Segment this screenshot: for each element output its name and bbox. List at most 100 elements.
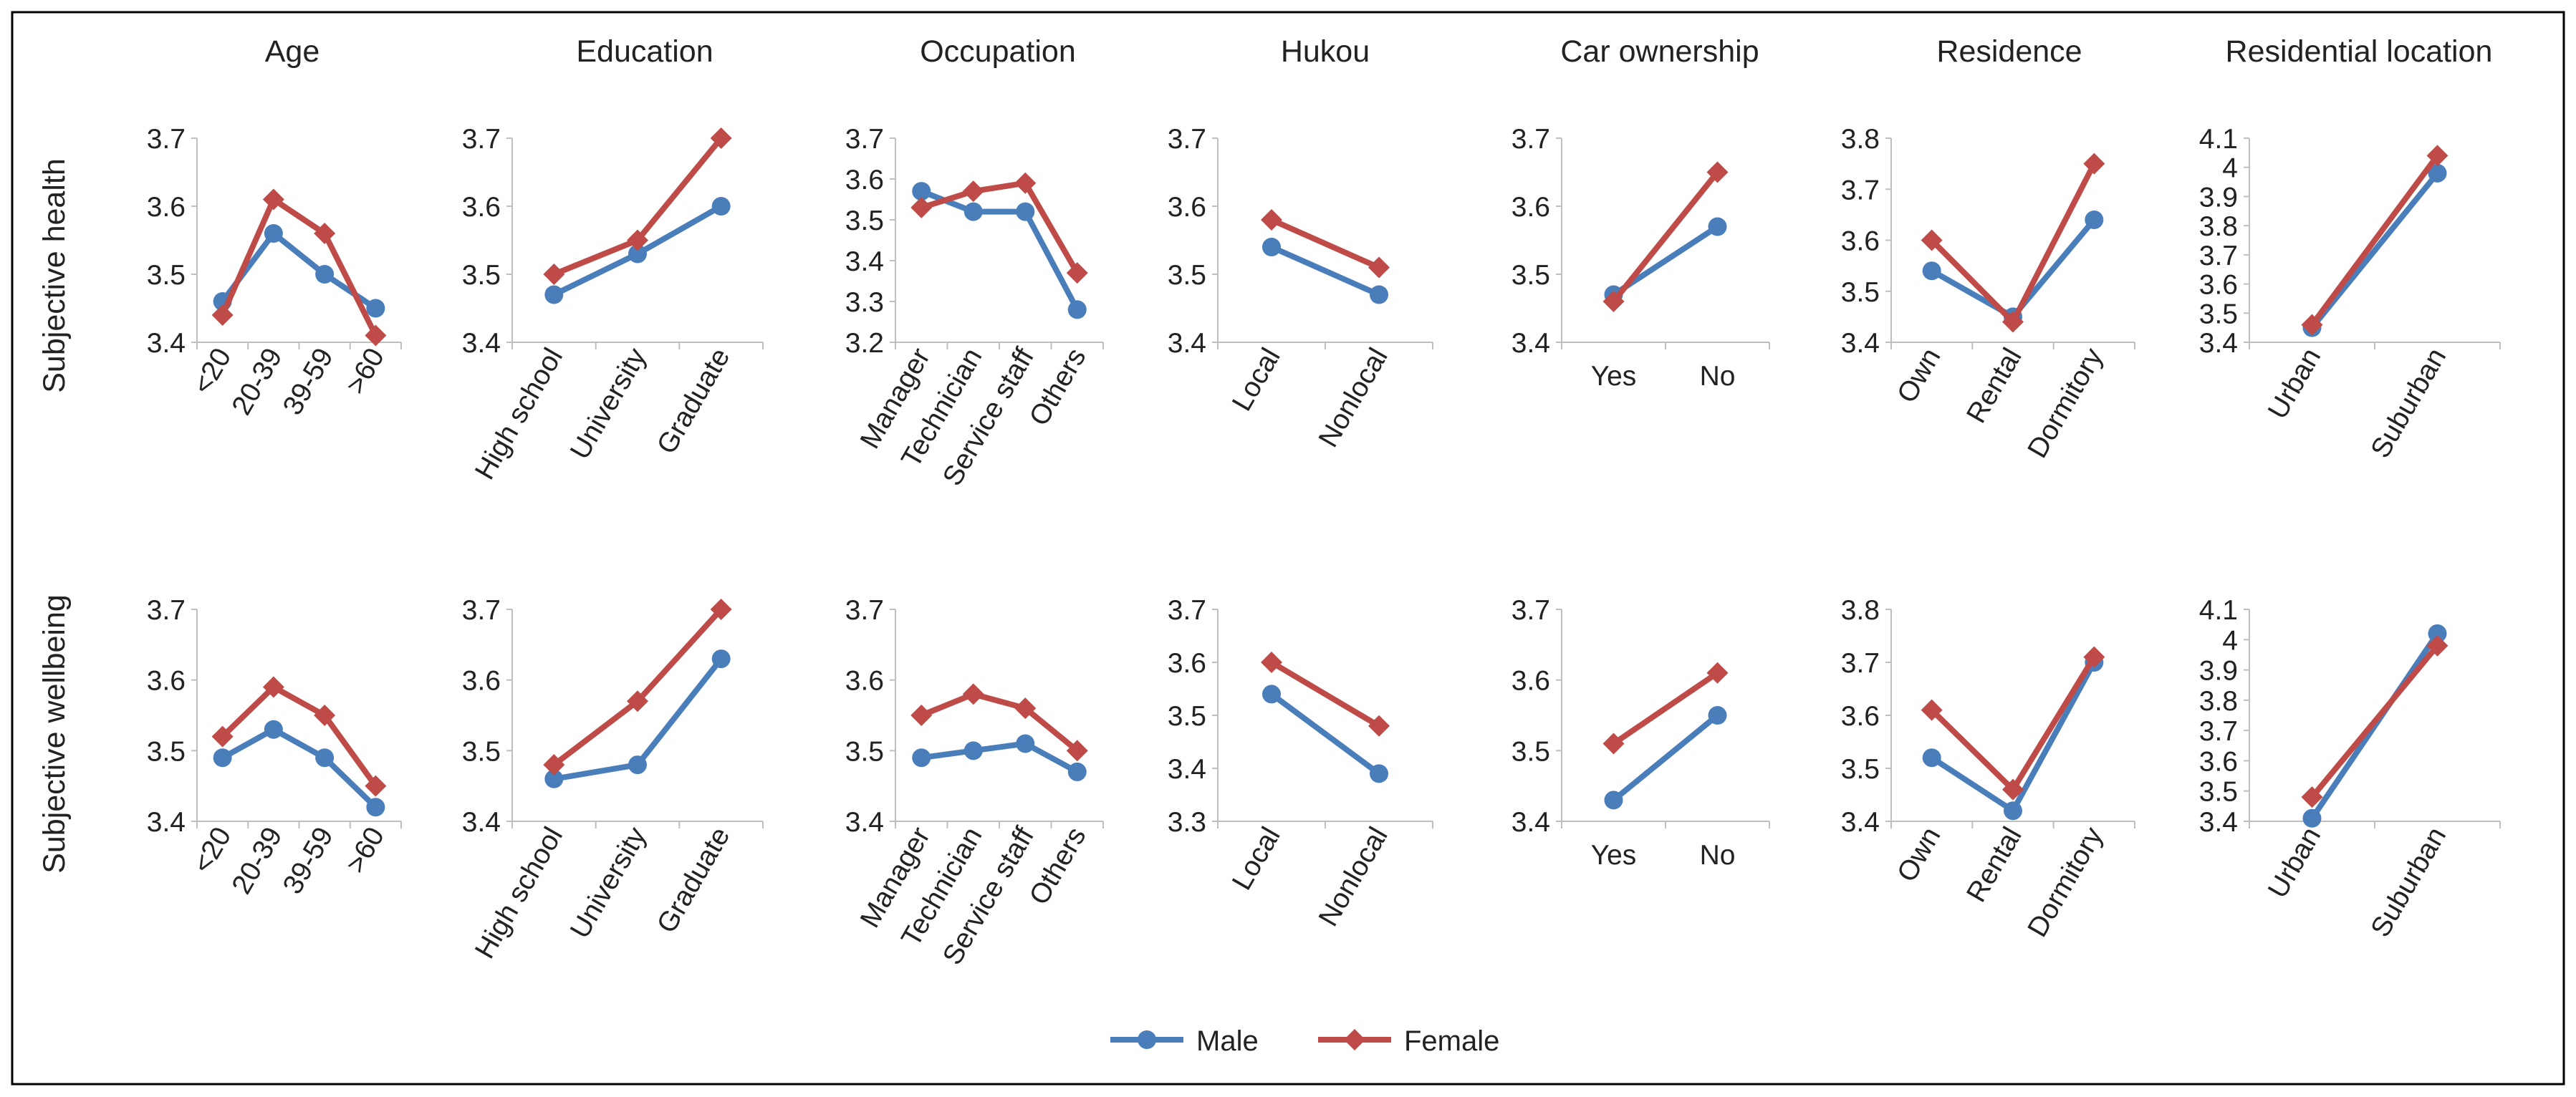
y-tick-label: 3.7 [1168,595,1206,626]
y-tick-label: 3.6 [1841,226,1880,257]
column-title: Hukou [1281,34,1370,69]
data-point-female [211,304,234,326]
data-point-female [365,324,387,347]
data-point-male [1708,217,1727,236]
x-tick-label: No [1700,840,1736,871]
y-tick-label: 3.5 [1841,277,1880,308]
y-tick-label: 3.6 [462,192,501,223]
y-tick-label: 4 [2222,625,2238,656]
series-line-female [921,180,1080,275]
data-point-female [710,127,732,149]
y-tick-label: 3.6 [845,165,884,195]
y-tick-label: 3.2 [845,328,884,359]
data-point-female [1921,699,1943,721]
y-tick-label: 3.5 [1512,736,1550,767]
y-tick-label: 3.5 [845,206,884,236]
y-tick-label: 3.4 [845,246,884,277]
data-point-male [366,798,385,817]
y-tick-label: 3.7 [845,124,884,155]
data-point-male [1922,748,1941,768]
series-line-female [219,196,378,337]
y-tick-label: 3.7 [1841,648,1880,679]
y-tick-label: 3.5 [2199,777,2238,808]
row-label-health: Subjective health [37,158,72,393]
y-tick-label: 3.5 [147,736,186,767]
y-tick-label: 3.7 [1841,175,1880,206]
data-point-female [2002,778,2024,801]
data-point-male [1604,791,1623,810]
y-tick-label: 3.6 [1168,192,1206,223]
series-line-female [220,684,378,788]
data-point-female [627,229,648,251]
data-point-female [2426,634,2448,657]
data-point-female [2083,153,2105,175]
y-tick-label: 3.6 [1512,666,1550,697]
data-point-male [213,748,232,768]
column-title: Education [576,34,713,69]
data-point-male [1016,202,1035,221]
y-tick-label: 3.3 [1168,807,1206,838]
column-title: Occupation [920,34,1076,69]
x-tick-label: No [1700,361,1736,392]
data-point-male [1262,238,1281,256]
y-tick-label: 3.6 [1512,192,1550,223]
data-point-female [1602,733,1625,755]
series-line-female [1612,670,1719,746]
y-tick-label: 3.7 [147,595,186,626]
series-line-male [1269,692,1381,776]
data-point-male [2085,211,2104,229]
y-tick-label: 3.7 [1512,595,1550,626]
y-tick-label: 3.4 [1512,807,1550,838]
data-point-male [963,741,983,760]
data-point-male [1708,706,1727,725]
y-tick-label: 3.5 [1841,754,1880,785]
series-line-female [920,691,1080,753]
y-tick-label: 3.4 [1841,807,1880,838]
data-point-male [1262,685,1281,704]
y-tick-label: 3.4 [1841,328,1880,359]
series-line-female [1269,659,1381,729]
y-tick-label: 3.9 [2199,182,2238,213]
data-point-male [264,224,283,243]
column-title: Car ownership [1560,34,1759,69]
series-line-male [921,740,1079,775]
y-tick-label: 3.4 [2199,328,2238,359]
y-tick-label: 3.7 [1512,124,1550,155]
y-tick-label: 3.6 [147,192,186,223]
y-tick-label: 3.4 [1168,328,1206,359]
data-point-female [910,705,933,726]
legend-male-marker [1138,1030,1156,1049]
y-tick-label: 3.5 [1168,260,1206,291]
y-tick-label: 3.6 [2199,746,2238,777]
data-point-female [2002,311,2024,333]
y-tick-label: 3.3 [845,287,884,318]
series-line-female [2310,154,2440,327]
column-title: Residential location [2226,34,2493,69]
data-point-female [1706,161,1729,183]
data-point-female [1602,291,1625,312]
y-tick-label: 3.5 [845,736,884,767]
series-line-male [221,726,378,810]
data-point-female [2426,145,2448,167]
data-point-male [2004,801,2022,821]
data-point-male [1922,261,1941,281]
y-tick-label: 3.4 [462,328,501,359]
data-point-female [1261,209,1282,231]
legend: Male Female [1110,1025,1499,1057]
data-point-female [314,223,336,244]
data-point-male [963,202,983,221]
data-point-female [910,196,933,218]
data-point-female [2083,646,2105,668]
y-tick-label: 4.1 [2199,595,2238,626]
x-tick-label: Yes [1591,361,1637,392]
data-point-female [710,599,732,620]
data-point-male [544,769,564,788]
x-tick-label: Yes [1591,840,1637,871]
data-point-female [2301,786,2323,808]
data-point-female [1066,262,1088,284]
row-label-wellbeing: Subjective wellbeing [37,594,72,874]
data-point-female [1706,662,1729,684]
y-tick-label: 3.8 [2199,686,2238,717]
data-point-male [1067,300,1087,319]
y-tick-label: 3.5 [1168,701,1206,732]
